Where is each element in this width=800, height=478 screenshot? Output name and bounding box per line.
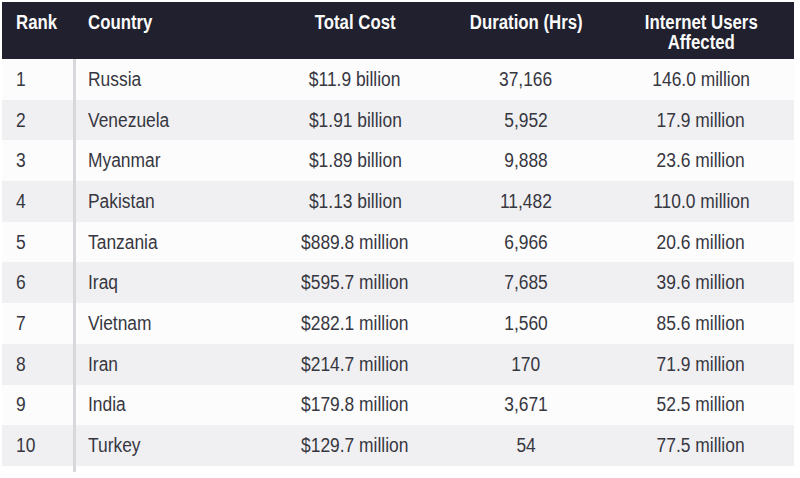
country-cell: Pakistan	[74, 190, 242, 213]
column-header-internet-users: Internet UsersAffected	[596, 2, 800, 52]
duration-cell: 11,482	[468, 190, 584, 213]
users-affected-cell: 52.5 million	[596, 393, 800, 416]
total-cost-cell: $1.91 billion	[242, 109, 468, 132]
users-affected-cell: 71.9 million	[596, 353, 800, 376]
column-divider	[73, 59, 76, 472]
total-cost-cell: $179.8 million	[242, 393, 468, 416]
total-cost-cell: $129.7 million	[242, 434, 468, 457]
table-row: 3 Myanmar $1.89 billion 9,888 23.6 milli…	[2, 140, 794, 181]
duration-cell: 3,671	[468, 393, 584, 416]
total-cost-cell: $214.7 million	[242, 353, 468, 376]
users-affected-cell: 146.0 million	[596, 68, 800, 91]
table-row: 9 India $179.8 million 3,671 52.5 millio…	[2, 385, 794, 426]
country-cell: Venezuela	[74, 109, 242, 132]
country-cell: Russia	[74, 68, 242, 91]
rank-cell: 1	[2, 68, 74, 91]
country-cell: Tanzania	[74, 231, 242, 254]
country-cell: Myanmar	[74, 149, 242, 172]
total-cost-cell: $11.9 billion	[242, 68, 468, 91]
country-cell: Iran	[74, 353, 242, 376]
users-affected-cell: 39.6 million	[596, 271, 800, 294]
table-row: 5 Tanzania $889.8 million 6,966 20.6 mil…	[2, 222, 794, 263]
rank-cell: 8	[2, 353, 74, 376]
rank-cell: 4	[2, 190, 74, 213]
table-row: 2 Venezuela $1.91 billion 5,952 17.9 mil…	[2, 100, 794, 141]
table-header: Rank Country Total Cost Duration (Hrs) I…	[2, 2, 794, 59]
column-header-total-cost: Total Cost	[242, 2, 468, 33]
duration-cell: 6,966	[468, 231, 584, 254]
rank-cell: 2	[2, 109, 74, 132]
rank-cell: 3	[2, 149, 74, 172]
rank-cell: 5	[2, 231, 74, 254]
table-row: 1 Russia $11.9 billion 37,166 146.0 mill…	[2, 59, 794, 100]
users-affected-cell: 85.6 million	[596, 312, 800, 335]
rank-cell: 10	[2, 434, 74, 457]
column-header-country: Country	[74, 2, 242, 34]
users-affected-cell: 17.9 million	[596, 109, 800, 132]
rank-cell: 6	[2, 271, 74, 294]
country-cell: Vietnam	[74, 312, 242, 335]
users-affected-cell: 20.6 million	[596, 231, 800, 254]
table-body: 1 Russia $11.9 billion 37,166 146.0 mill…	[2, 59, 794, 466]
duration-cell: 1,560	[468, 312, 584, 335]
total-cost-cell: $889.8 million	[242, 231, 468, 254]
duration-cell: 5,952	[468, 109, 584, 132]
country-cell: Iraq	[74, 271, 242, 294]
total-cost-cell: $1.89 billion	[242, 149, 468, 172]
duration-cell: 37,166	[468, 68, 584, 91]
users-affected-cell: 77.5 million	[596, 434, 800, 457]
duration-cell: 54	[468, 434, 584, 457]
rank-cell: 9	[2, 393, 74, 416]
column-header-rank: Rank	[2, 2, 74, 34]
table-row: 8 Iran $214.7 million 170 71.9 million	[2, 344, 794, 385]
country-cell: India	[74, 393, 242, 416]
outage-cost-table: Rank Country Total Cost Duration (Hrs) I…	[2, 2, 794, 472]
duration-cell: 9,888	[468, 149, 584, 172]
total-cost-cell: $595.7 million	[242, 271, 468, 294]
users-header-line2: Affected	[667, 31, 734, 53]
country-cell: Turkey	[74, 434, 242, 457]
table-row: 10 Turkey $129.7 million 54 77.5 million	[2, 425, 794, 466]
duration-cell: 170	[468, 353, 584, 376]
table-row: 6 Iraq $595.7 million 7,685 39.6 million	[2, 262, 794, 303]
duration-cell: 7,685	[468, 271, 584, 294]
total-cost-cell: $1.13 billion	[242, 190, 468, 213]
table-row: 7 Vietnam $282.1 million 1,560 85.6 mill…	[2, 303, 794, 344]
total-cost-cell: $282.1 million	[242, 312, 468, 335]
users-affected-cell: 110.0 million	[596, 190, 800, 213]
column-header-duration: Duration (Hrs)	[468, 2, 584, 33]
users-affected-cell: 23.6 million	[596, 149, 800, 172]
table-row: 4 Pakistan $1.13 billion 11,482 110.0 mi…	[2, 181, 794, 222]
rank-cell: 7	[2, 312, 74, 335]
